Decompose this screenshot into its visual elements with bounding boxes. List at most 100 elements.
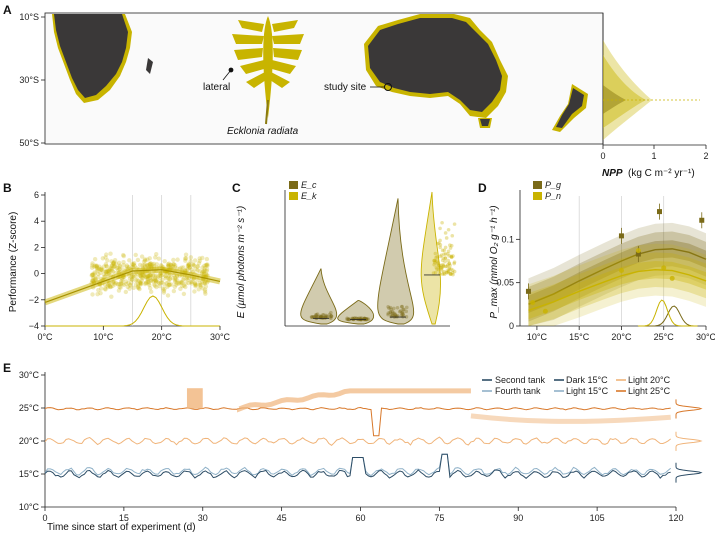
c-point	[401, 312, 405, 316]
b-point	[143, 280, 148, 286]
c-point	[345, 317, 349, 322]
b-point	[105, 269, 110, 274]
d-band-P_g-2	[528, 240, 706, 313]
b-point	[147, 285, 153, 291]
c-point	[451, 254, 455, 258]
e-xtick-5: 75	[434, 513, 444, 523]
b-point	[183, 256, 188, 261]
c-violin-3	[420, 191, 441, 325]
b-point	[127, 276, 133, 282]
b-point	[143, 281, 148, 287]
b-point	[202, 266, 207, 271]
b-point	[146, 277, 151, 282]
c-point	[359, 316, 364, 320]
b-point	[109, 294, 114, 299]
b-point	[158, 273, 164, 279]
b-point	[105, 284, 111, 290]
b-point	[151, 272, 156, 277]
c-point	[438, 271, 442, 276]
b-point	[187, 264, 193, 270]
b-point	[164, 281, 169, 286]
lat-label-50: 50°S	[19, 138, 39, 148]
d-xtick-2: 20°C	[611, 332, 632, 342]
b-point	[183, 281, 188, 286]
b-point	[144, 274, 149, 280]
b-point	[203, 262, 209, 268]
b-point	[98, 290, 103, 296]
b-point	[174, 278, 180, 283]
c-point	[435, 255, 440, 259]
c-point	[345, 316, 349, 321]
b-point	[110, 269, 116, 274]
c-point	[440, 248, 445, 253]
b-point	[109, 263, 114, 269]
c-point	[391, 306, 396, 311]
b-point	[146, 279, 151, 284]
panel-e-label: E	[3, 361, 11, 375]
b-point	[92, 270, 97, 275]
b-point	[156, 256, 162, 261]
b-point	[92, 256, 98, 262]
b-point	[98, 286, 104, 291]
c-point	[404, 315, 409, 319]
c-point	[309, 315, 314, 319]
b-point	[163, 276, 169, 281]
b-point	[127, 258, 132, 263]
b-point	[112, 257, 118, 263]
b-point	[183, 256, 189, 261]
b-point	[165, 264, 170, 269]
e-ytick-2: 20°C	[19, 436, 40, 446]
b-point	[167, 282, 172, 287]
b-point	[193, 266, 198, 272]
b-point	[158, 280, 164, 285]
c-point	[443, 256, 448, 260]
b-point	[147, 273, 152, 278]
b-point	[113, 261, 119, 267]
b-point	[161, 288, 167, 293]
b-trend-line	[44, 269, 221, 303]
c-point	[452, 222, 457, 226]
b-point	[129, 280, 134, 285]
c-point	[433, 259, 438, 263]
b-point	[202, 263, 207, 269]
c-point	[400, 304, 404, 309]
c-point	[441, 262, 445, 267]
b-point	[152, 283, 158, 288]
d-density-pg	[638, 305, 698, 327]
c-point	[443, 252, 448, 256]
b-point	[162, 258, 167, 264]
e-density-0	[675, 399, 703, 419]
b-point	[107, 267, 113, 272]
b-point	[99, 267, 104, 272]
e-event-spike	[186, 388, 203, 409]
c-point	[436, 241, 440, 246]
c-point	[315, 312, 320, 316]
b-point	[148, 273, 153, 278]
b-point	[173, 276, 178, 281]
b-point	[121, 252, 126, 258]
d-ytick-2: 0	[509, 321, 514, 331]
b-point	[145, 275, 150, 280]
b-point	[147, 261, 153, 267]
c-point	[447, 254, 451, 258]
panel-a-map: 10°S 30°S 50°S lateral Ecklonia radiata …	[19, 12, 604, 148]
b-point	[92, 271, 97, 276]
c-point	[448, 271, 452, 276]
b-point	[90, 278, 96, 283]
b-point	[138, 282, 143, 287]
b-point	[139, 278, 145, 283]
b-point	[131, 262, 136, 267]
e-ytick-4: 10°C	[19, 502, 40, 512]
c-point	[441, 256, 446, 260]
b-point	[197, 258, 202, 264]
c-point	[329, 316, 333, 321]
d-xtick-0: 10°C	[527, 332, 548, 342]
b-point	[154, 262, 160, 267]
b-point	[107, 283, 112, 289]
e-legend-light-15: Light 15°C	[566, 386, 609, 396]
b-point	[146, 281, 152, 286]
b-point	[167, 276, 173, 281]
b-point	[144, 263, 150, 268]
e-legend-light-20: Light 20°C	[628, 375, 671, 385]
c-violin-2	[377, 198, 415, 325]
